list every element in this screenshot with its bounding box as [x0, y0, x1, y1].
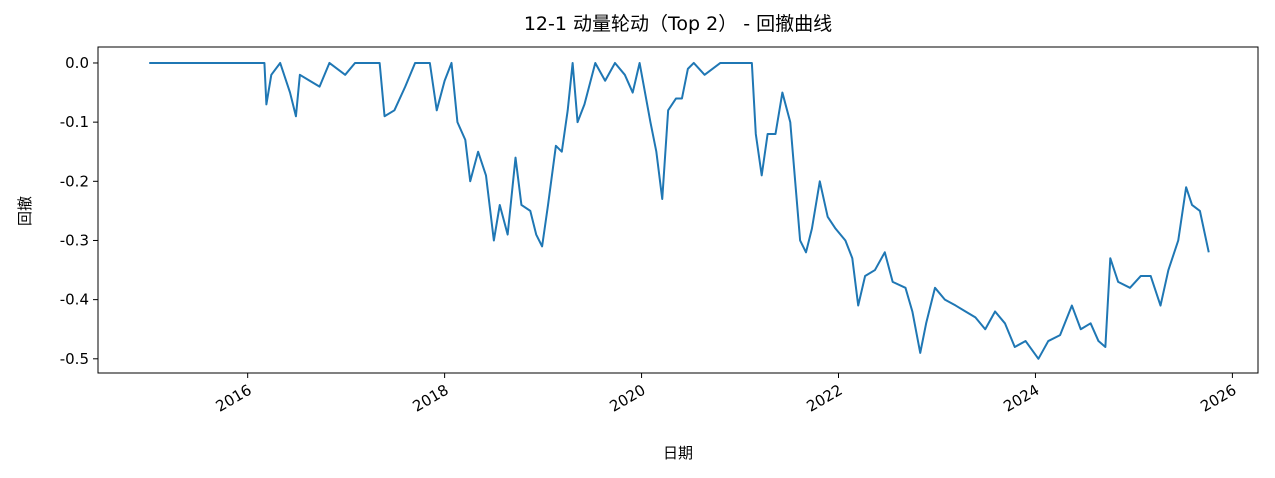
y-tick-label: -0.5 — [60, 350, 89, 368]
data-line — [149, 61, 1210, 360]
x-tick-label: 2020 — [606, 381, 648, 416]
y-axis-label: 回撤 — [16, 196, 34, 226]
x-tick-label: 2026 — [1197, 381, 1239, 416]
x-tick-label: 2024 — [1000, 381, 1042, 416]
y-tick-label: -0.3 — [60, 231, 89, 249]
y-tick-label: 0.0 — [65, 54, 89, 72]
x-tick-label: 2022 — [803, 381, 845, 416]
chart-title: 12-1 动量轮动（Top 2） - 回撤曲线 — [524, 13, 832, 35]
plot-frame — [97, 46, 1259, 374]
x-axis-label: 日期 — [663, 444, 693, 462]
y-tick-label: -0.4 — [60, 291, 89, 309]
x-tick-label: 2018 — [410, 381, 452, 416]
y-tick-label: -0.2 — [60, 172, 89, 190]
y-tick-label: -0.1 — [60, 113, 89, 131]
x-tick-label: 2016 — [213, 381, 255, 416]
